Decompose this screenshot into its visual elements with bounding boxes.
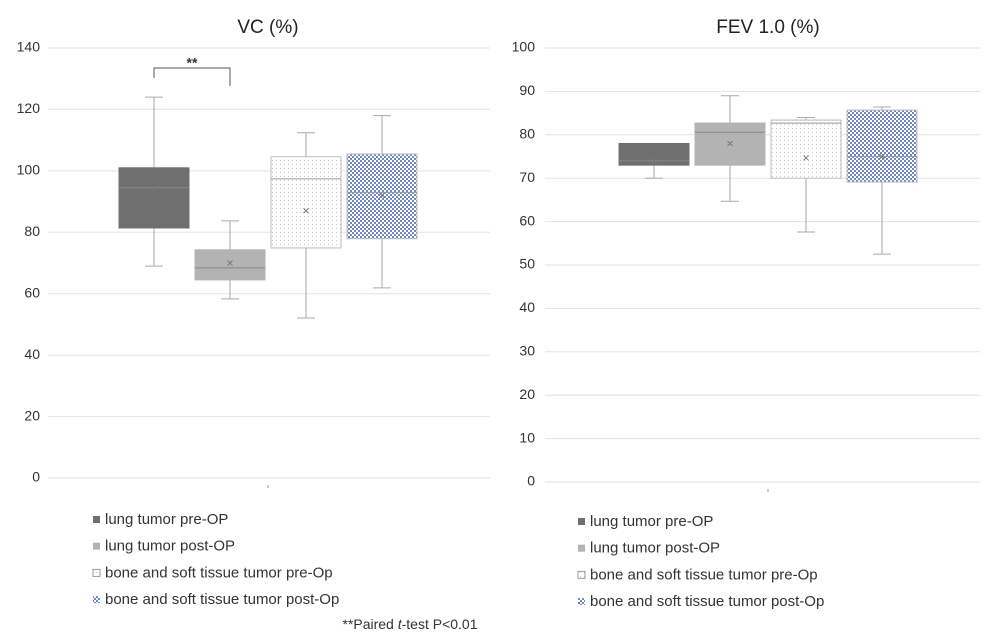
legend-label: lung tumor pre-OP: [590, 513, 713, 530]
mean-marker: [151, 186, 157, 193]
y-tick-label: 20: [24, 407, 40, 423]
significance-bracket: [153, 67, 231, 86]
y-tick-label: 40: [24, 346, 40, 362]
footnote: **Paired t-test P<0.01: [342, 616, 477, 632]
significance-label: **: [187, 55, 198, 71]
box: [770, 119, 842, 179]
footnote-text: **Paired: [342, 616, 397, 632]
legend-marker: [578, 544, 585, 552]
y-tick-label: 70: [519, 169, 535, 185]
y-tick-label: 60: [24, 284, 40, 300]
legend-label: bone and soft tissue tumor pre-Op: [105, 564, 333, 581]
legend-marker: [93, 596, 100, 604]
y-tick-label: 80: [24, 223, 40, 239]
mean-marker: [379, 192, 385, 199]
y-tick-label: 90: [519, 82, 535, 98]
box: [194, 249, 266, 281]
legend-marker: [93, 542, 100, 550]
y-tick-label: 60: [519, 212, 535, 228]
legend-label: lung tumor post-OP: [590, 540, 720, 557]
y-tick-label: 50: [519, 256, 535, 272]
y-tick-label: 100: [17, 162, 41, 178]
mean-marker: [227, 260, 233, 266]
legend-marker: [92, 568, 101, 577]
legend-marker: [93, 516, 100, 523]
y-tick-label: 80: [519, 126, 535, 142]
y-tick-label: 10: [519, 429, 535, 445]
y-tick-label: 120: [17, 100, 41, 116]
mean-marker: [879, 153, 885, 160]
box: [118, 167, 190, 229]
y-tick-label: 140: [17, 39, 41, 55]
y-tick-label: 30: [519, 343, 535, 359]
legend-marker: [577, 570, 586, 579]
box: [846, 109, 918, 183]
chart-title: VC (%): [237, 17, 298, 38]
y-tick-label: 0: [32, 469, 40, 485]
mean-marker: [651, 157, 657, 164]
mean-marker: [727, 140, 733, 147]
chart-title: FEV 1.0 (%): [716, 17, 819, 38]
legend-label: bone and soft tissue tumor post-Op: [105, 591, 339, 608]
legend-label: bone and soft tissue tumor post-Op: [590, 593, 824, 610]
footnote-text: t: [398, 616, 403, 632]
legend-marker: [578, 598, 585, 606]
legend-label: bone and soft tissue tumor pre-Op: [590, 566, 818, 583]
mean-marker: [303, 207, 309, 214]
legend-label: lung tumor pre-OP: [105, 511, 228, 528]
y-tick-label: 100: [512, 39, 536, 55]
y-tick-label: 40: [519, 299, 535, 315]
y-tick-label: 20: [519, 386, 535, 402]
box: [618, 142, 690, 166]
mean-marker: [803, 154, 809, 161]
legend-label: lung tumor post-OP: [105, 538, 235, 555]
footnote-text: -test P<0.01: [402, 616, 478, 632]
y-tick-label: 0: [527, 473, 535, 489]
legend-marker: [578, 518, 585, 525]
box: [346, 153, 418, 240]
box: [270, 156, 342, 249]
